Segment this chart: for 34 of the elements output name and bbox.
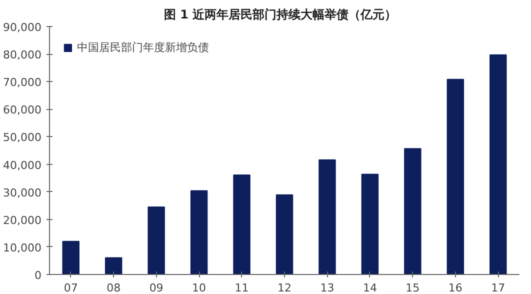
x-tick-label: 09: [149, 282, 164, 294]
x-tick-label: 15: [406, 282, 420, 294]
x-tick-label: 11: [234, 282, 249, 294]
bar: [62, 240, 80, 274]
bar: [446, 78, 464, 274]
x-tick-label: 17: [491, 282, 506, 294]
bar: [276, 194, 294, 274]
y-tick-label: 70,000: [3, 76, 42, 90]
y-tick-label: 30,000: [3, 186, 42, 200]
bar: [190, 190, 208, 274]
x-tick-label: 14: [362, 282, 377, 294]
legend-label: 中国居民部门年度新增负债: [77, 40, 209, 55]
bar: [404, 148, 422, 274]
chart-title: 图 1 近两年居民部门持续大幅举债（亿元）: [164, 8, 397, 22]
bar: [148, 206, 165, 274]
bar: [361, 174, 379, 274]
y-tick-label: 40,000: [3, 158, 42, 172]
y-tick-label: 60,000: [3, 104, 42, 117]
y-tick-label: 0: [34, 269, 42, 282]
x-tick-label: 12: [278, 282, 292, 294]
x-tick-label: 07: [64, 282, 78, 294]
y-tick-label: 90,000: [3, 21, 42, 34]
bar: [104, 257, 122, 274]
bar: [233, 174, 250, 274]
y-tick-label: 80,000: [3, 48, 42, 62]
x-tick-label: 16: [448, 282, 462, 294]
y-tick-label: 50,000: [3, 131, 42, 144]
x-tick-label: 10: [192, 282, 206, 294]
bar: [490, 54, 507, 274]
x-tick-label: 08: [106, 282, 121, 294]
x-tick-label: 13: [320, 282, 334, 294]
y-tick-label: 20,000: [3, 214, 42, 227]
bar: [318, 159, 336, 274]
y-tick-label: 10,000: [3, 241, 42, 254]
